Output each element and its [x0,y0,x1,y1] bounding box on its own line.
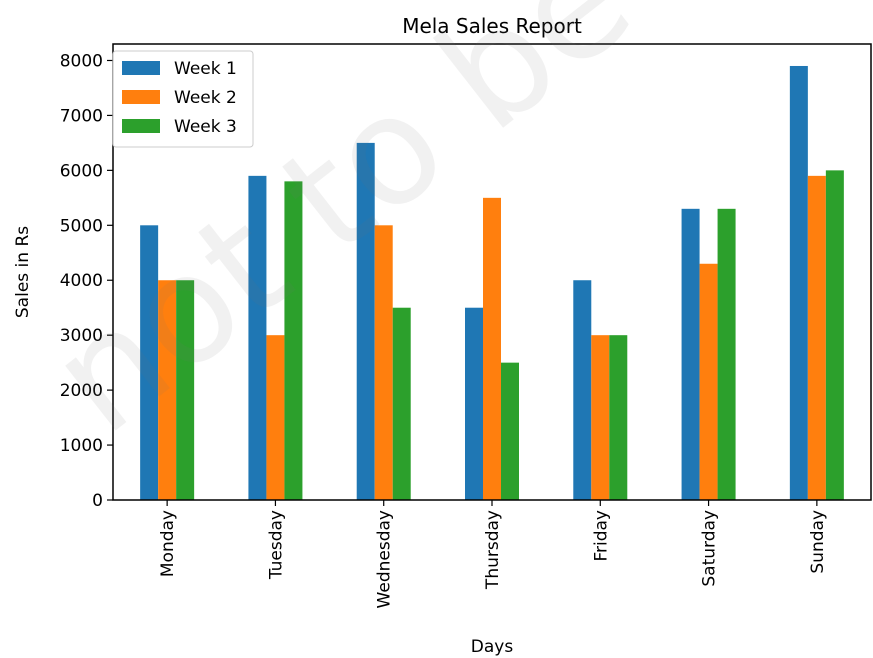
bar-week-1-wednesday [356,142,375,500]
y-axis: 0 1000 2000 3000 4000 5000 6000 7000 8000 [60,51,113,511]
bar-week-1-saturday [681,208,700,500]
legend-label: Week 3 [174,117,237,137]
bar-week-3-tuesday [284,181,303,500]
x-tick-label-monday: Monday [158,510,178,577]
legend-swatch-week-1 [122,61,160,75]
bar-week-3-sunday [825,170,844,500]
bar-week-2-thursday [483,197,501,500]
y-tick-label: 3000 [60,326,103,346]
legend: Week 1 Week 2 Week 3 [112,50,254,148]
bar-week-3-friday [609,335,628,500]
x-tick-label-friday: Friday [591,510,611,562]
x-tick-label-thursday: Thursday [483,510,503,590]
legend-label: Week 1 [174,59,237,79]
bar-week-1-friday [573,280,592,500]
bar-week-1-sunday [789,65,808,501]
y-tick-label: 7000 [60,106,103,126]
legend-swatch-week-2 [122,90,160,104]
y-axis-label: Sales in Rs [13,226,33,318]
bar-week-1-monday [140,225,159,500]
x-axis: Monday Tuesday Wednesday Thursday Friday Satu… [158,500,828,608]
x-tick-label-sunday: Sunday [808,510,828,574]
bar-week-2-tuesday [266,335,285,500]
bar-week-2-monday [158,280,177,500]
bar-week-1-thursday [465,307,483,500]
y-tick-label: 5000 [60,216,103,236]
x-tick-label-tuesday: Tuesday [266,510,286,580]
bar-week-3-thursday [501,362,519,500]
chart-title: Mela Sales Report [402,14,582,38]
y-tick-label: 2000 [60,381,103,401]
legend-swatch-week-3 [122,119,160,133]
bar-week-3-saturday [717,208,736,500]
y-tick-label: 4000 [60,271,103,291]
x-axis-label: Days [471,637,514,657]
bars-layer [140,65,844,501]
legend-label: Week 2 [174,88,237,108]
bar-week-2-friday [591,335,610,500]
bar-week-3-monday [176,280,195,500]
bar-week-2-sunday [807,175,826,501]
x-tick-label-wednesday: Wednesday [375,510,395,608]
x-tick-label-saturday: Saturday [700,510,720,587]
y-tick-label: 8000 [60,51,103,71]
bar-week-3-wednesday [392,307,411,500]
y-tick-label: 0 [92,491,103,511]
bar-week-2-saturday [699,263,718,500]
y-tick-label: 6000 [60,161,103,181]
bar-week-2-wednesday [374,225,393,500]
y-tick-label: 1000 [60,436,103,456]
bar-week-1-tuesday [248,175,267,501]
